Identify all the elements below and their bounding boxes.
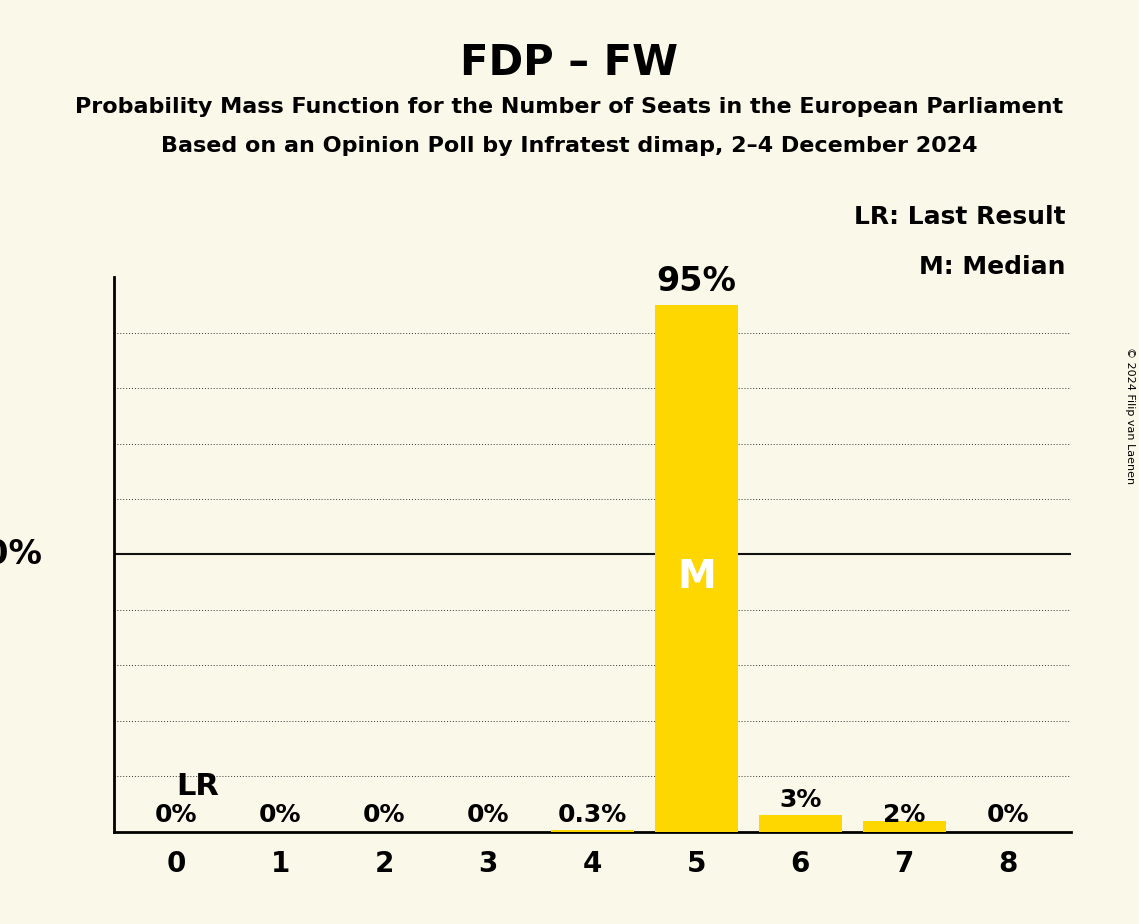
Bar (862, 821, 945, 832)
Text: Probability Mass Function for the Number of Seats in the European Parliament: Probability Mass Function for the Number… (75, 97, 1064, 117)
Text: LR: LR (177, 772, 219, 801)
Text: FDP – FW: FDP – FW (460, 42, 679, 83)
Text: 0%: 0% (259, 803, 302, 827)
Bar (759, 815, 842, 832)
Text: 3%: 3% (779, 788, 821, 812)
Text: 0.3%: 0.3% (558, 803, 626, 827)
Text: 95%: 95% (656, 265, 736, 298)
Text: © 2024 Filip van Laenen: © 2024 Filip van Laenen (1125, 347, 1134, 484)
Text: Based on an Opinion Poll by Infratest dimap, 2–4 December 2024: Based on an Opinion Poll by Infratest di… (162, 136, 977, 156)
Text: M: M (677, 557, 715, 596)
Text: 0%: 0% (363, 803, 405, 827)
Text: 50%: 50% (0, 538, 42, 571)
Text: LR: Last Result: LR: Last Result (854, 205, 1066, 229)
Text: 0%: 0% (467, 803, 509, 827)
Text: 0%: 0% (155, 803, 197, 827)
Text: 2%: 2% (883, 803, 926, 827)
Text: M: Median: M: Median (919, 255, 1066, 279)
Text: 0%: 0% (988, 803, 1030, 827)
Bar (550, 830, 634, 832)
Bar (655, 305, 738, 832)
